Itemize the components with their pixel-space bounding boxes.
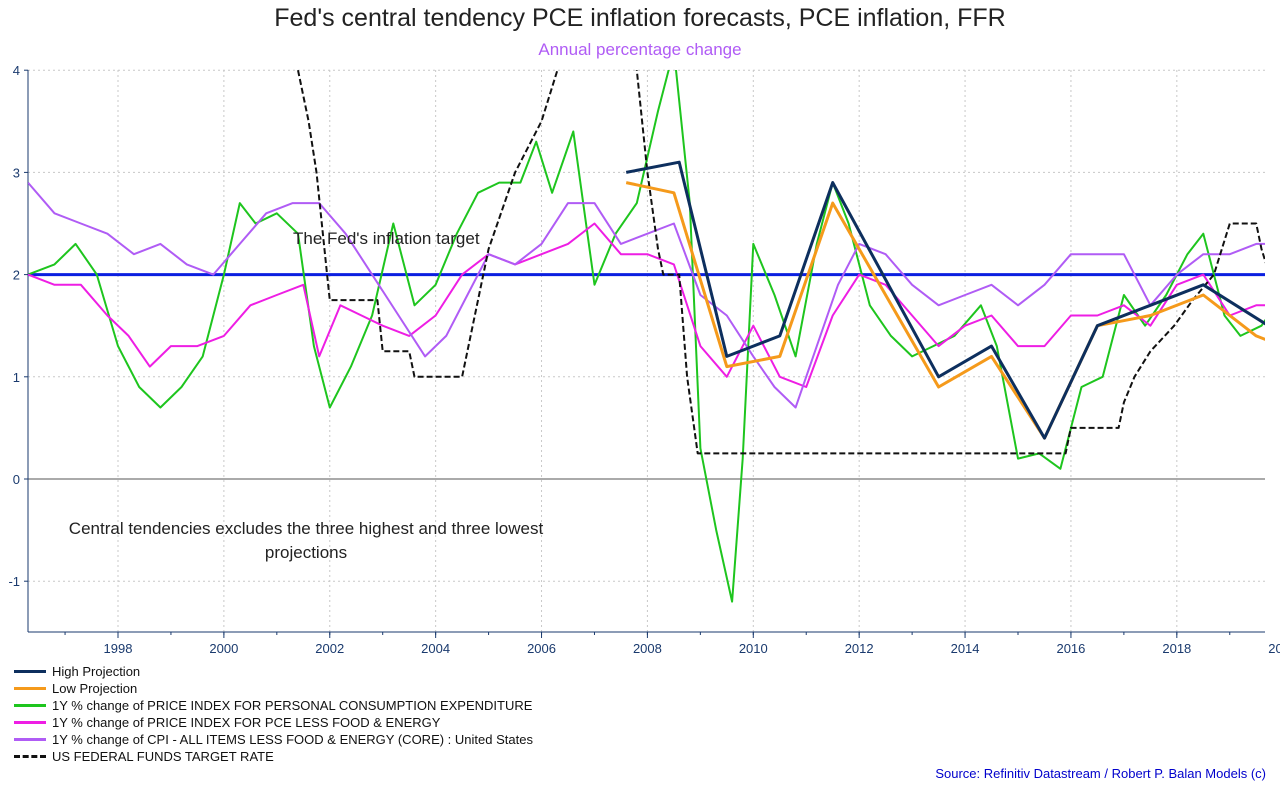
legend-label: Low Projection [52,681,138,696]
y-tick-label: 1 [13,370,20,385]
legend-swatch [14,721,46,724]
x-tick-label: 2010 [739,641,768,656]
legend-label: 1Y % change of PRICE INDEX FOR PERSONAL … [52,698,533,713]
y-tick-label: -1 [8,574,20,589]
legend-label: High Projection [52,664,141,679]
legend-swatch [14,687,46,690]
legend-swatch [14,738,46,741]
x-tick-label: 2020 [1268,641,1280,656]
legend-swatch [14,670,46,673]
x-tick-label: 2012 [845,641,874,656]
series-line-4 [28,181,1265,409]
legend-label: US FEDERAL FUNDS TARGET RATE [52,749,274,764]
legend-label: 1Y % change of CPI - ALL ITEMS LESS FOOD… [52,732,533,747]
chart-subtitle: Annual percentage change [538,40,742,59]
x-tick-label: 2000 [209,641,238,656]
source-note: Source: Refinitiv Datastream / Robert P.… [935,766,1266,781]
y-tick-label: 3 [13,165,20,180]
target-annotation: The Fed's inflation target [293,229,480,248]
series-line-1 [625,181,1265,440]
x-tick-label: 2004 [421,641,450,656]
legend-swatch [14,755,46,758]
legend-item: High Projection [14,663,533,680]
chart-title: Fed's central tendency PCE inflation for… [274,4,1006,32]
note-annotation-line1: Central tendencies excludes the three hi… [69,519,544,538]
legend-item: 1Y % change of PRICE INDEX FOR PERSONAL … [14,697,533,714]
legend-item: 1Y % change of CPI - ALL ITEMS LESS FOOD… [14,731,533,748]
y-tick-label: 4 [13,63,20,78]
x-tick-label: 2014 [951,641,980,656]
series-line-5 [297,70,1265,455]
chart-plot-area: 4 3 2 1 0 -1 1998 2000 2002 2004 2006 2008 2010 2012 2… [8,63,1280,656]
x-tick-label: 2006 [527,641,556,656]
legend-label: 1Y % change of PRICE INDEX FOR PCE LESS … [52,715,441,730]
series-line-0 [625,160,1265,440]
legend-item: 1Y % change of PRICE INDEX FOR PCE LESS … [14,714,533,731]
legend-item: US FEDERAL FUNDS TARGET RATE [14,748,533,765]
note-annotation-line2: projections [265,543,347,562]
x-tick-label: 1998 [104,641,133,656]
chart-legend: High Projection Low Projection 1Y % change… [14,663,533,765]
legend-item: Low Projection [14,680,533,697]
y-tick-label: 2 [13,268,20,283]
y-tick-label: 0 [13,472,20,487]
x-tick-label: 2018 [1162,641,1191,656]
legend-swatch [14,704,46,707]
x-tick-label: 2008 [633,641,662,656]
x-tick-label: 2016 [1056,641,1085,656]
x-tick-label: 2002 [315,641,344,656]
